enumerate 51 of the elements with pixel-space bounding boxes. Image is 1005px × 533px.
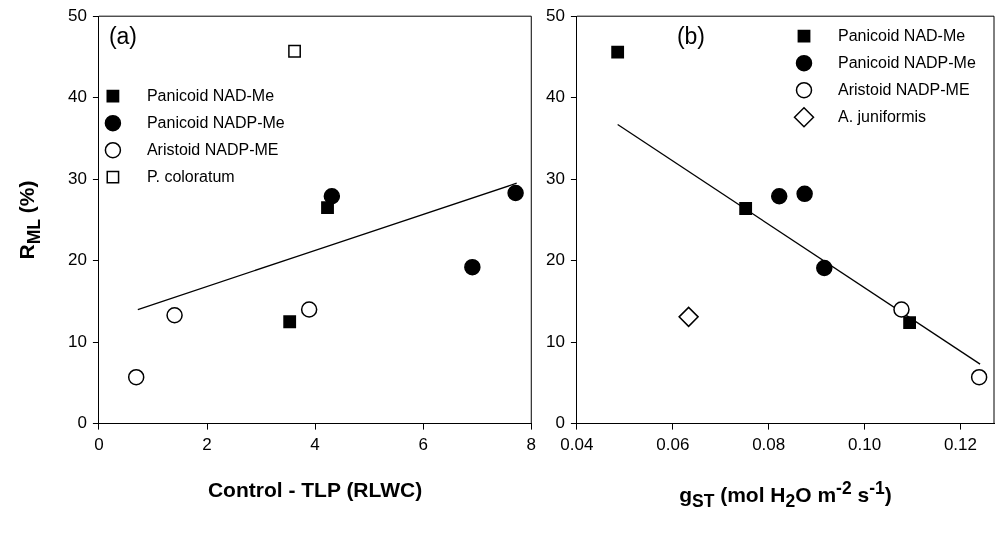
point — [166, 306, 183, 324]
point — [816, 259, 833, 277]
legend-label: Panicoid NADP-Me — [146, 113, 285, 131]
x-tick-label: 0.04 — [560, 435, 594, 455]
y-tick-label: 10 — [545, 331, 565, 351]
y-tick-label: 10 — [67, 331, 87, 351]
y-tick-label: 0 — [77, 413, 87, 433]
x-axis-title: Control - TLP (RLWC) — [207, 478, 423, 502]
y-tick-label: 0 — [555, 413, 565, 433]
point — [739, 202, 753, 215]
point — [300, 301, 318, 318]
legend-label: A. juniformis — [838, 107, 927, 125]
y-tick-label: 30 — [545, 168, 565, 188]
legend-label: Aristoid NADP-ME — [838, 80, 970, 98]
y-tick-label: 30 — [67, 168, 87, 188]
x-tick-label: 0.08 — [752, 435, 786, 455]
x-tick-label: 8 — [526, 435, 537, 455]
x-tick-label: 0.06 — [656, 435, 690, 455]
point — [893, 301, 910, 318]
y-tick-label: 40 — [545, 87, 565, 107]
annotation: (a) — [108, 23, 138, 50]
x-tick-label: 2 — [202, 435, 212, 455]
point — [321, 201, 334, 215]
text: g$_{ST}$ (mol H$_{2}$O m$^{-2}$ s$^{-1}$) — [679, 478, 892, 512]
point — [507, 184, 524, 202]
legend-label: Panicoid NADP-Me — [838, 53, 976, 71]
y-tick-label: 50 — [67, 5, 87, 25]
legend-label: Aristoid NADP-ME — [146, 140, 279, 158]
x-tick-label: 0 — [94, 435, 104, 455]
y-tick-label: 20 — [545, 250, 565, 270]
x-tick-label: 4 — [310, 435, 320, 455]
x-tick-label: 0.10 — [848, 435, 882, 455]
legend-label: Panicoid NAD-Me — [146, 86, 275, 104]
point — [611, 45, 625, 59]
point — [283, 315, 297, 329]
point — [903, 316, 917, 329]
point — [770, 188, 788, 205]
legend-label: Panicoid NAD-Me — [838, 26, 966, 44]
point — [288, 44, 301, 58]
legend-label: P. coloratum — [146, 167, 235, 185]
point — [678, 306, 699, 328]
y-tick-label: 20 — [67, 250, 87, 270]
x-tick-label: 6 — [418, 435, 428, 455]
point — [796, 185, 813, 203]
annotation: (b) — [676, 23, 706, 50]
point — [464, 258, 481, 276]
point — [127, 368, 145, 386]
x-tick-label: 0.12 — [943, 435, 977, 455]
y-tick-label: 50 — [545, 5, 565, 25]
point — [970, 368, 988, 386]
y-tick-label: 40 — [67, 87, 87, 107]
